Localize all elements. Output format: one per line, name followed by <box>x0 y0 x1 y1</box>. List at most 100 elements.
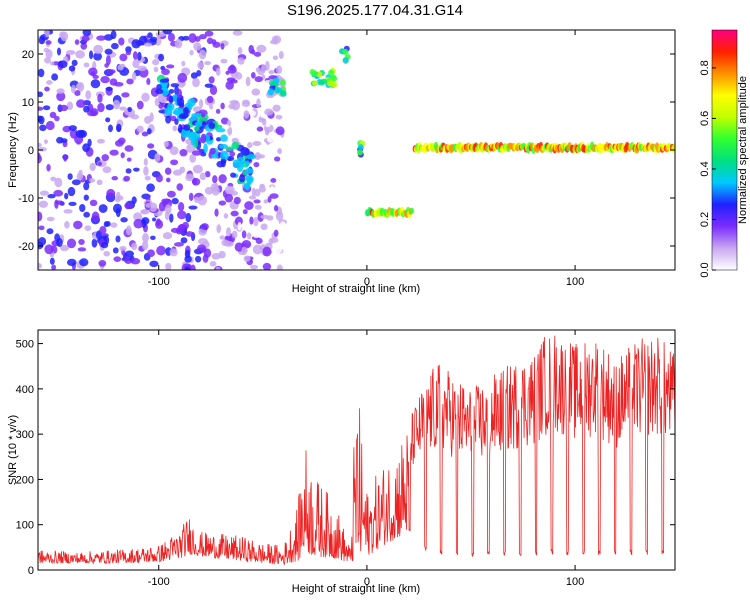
spectrogram-cell <box>49 257 55 265</box>
spectrogram-cell <box>44 30 50 38</box>
spectrogram-cell <box>98 260 107 267</box>
colorbar-tick-label: 0.6 <box>699 111 711 126</box>
spectrogram-cell <box>73 220 83 230</box>
spectrogram-cell <box>190 264 196 270</box>
spectrogram-cell <box>50 176 57 182</box>
spectrogram-cell <box>260 223 268 231</box>
spectrogram-cell <box>102 166 112 174</box>
spectrogram-cell <box>253 216 259 227</box>
spectrogram-cell <box>254 188 261 197</box>
spectrogram-cell <box>204 61 212 66</box>
spectrogram-cell <box>104 63 109 68</box>
spectrogram-cell <box>215 266 221 270</box>
spectrogram-cell <box>188 205 198 210</box>
spectrogram-cell <box>174 118 179 125</box>
spectrogram-cell <box>180 237 188 244</box>
spectrogram-cell <box>240 140 248 147</box>
spectrogram-cell <box>131 39 141 49</box>
spectrogram-cell <box>164 107 173 116</box>
spectrogram-cell <box>83 194 89 201</box>
spectrogram-cell <box>66 258 77 267</box>
spectrogram-cell <box>231 230 238 239</box>
spectrogram-cell <box>145 202 153 208</box>
spectrogram-cell <box>193 126 200 132</box>
spectrogram-cell <box>177 72 188 83</box>
spectrogram-cell <box>38 91 44 98</box>
snr-ytick-label: 200 <box>16 474 34 486</box>
spectrogram-cell <box>243 183 249 190</box>
spectrogram-cell <box>161 87 170 97</box>
spectrogram-cell <box>80 42 88 50</box>
spectrogram-cell <box>220 124 230 130</box>
spectrogram-cell <box>245 160 250 167</box>
spectrogram-cell <box>215 128 226 133</box>
spectrogram-cell <box>280 79 287 86</box>
spectrogram-cell <box>269 47 277 53</box>
spectrogram-cell <box>105 117 111 123</box>
spectrogram-cell <box>152 217 157 222</box>
spectrogram-cell <box>203 143 208 154</box>
spectrogram-cell <box>125 51 132 56</box>
spectrogram-cell <box>208 122 216 130</box>
spectrogram-cell <box>133 218 144 229</box>
spectrogram-cell <box>63 209 73 214</box>
spectrogram-cell <box>38 115 45 125</box>
spectrogram-cell <box>221 239 230 247</box>
spectrogram-cell <box>198 98 204 109</box>
spectrogram-cell <box>167 190 176 198</box>
spectrogram-cell <box>164 204 172 215</box>
spectrogram-cell <box>229 99 239 105</box>
spectrogram-cell <box>96 179 103 186</box>
spectrogram-cell <box>38 200 49 208</box>
spectrogram-cell <box>267 88 274 95</box>
spectrogram-xlabel: Height of straight line (km) <box>292 283 420 295</box>
spectrogram-cell <box>233 196 241 205</box>
spectrogram-cell <box>130 114 140 120</box>
spectrogram-cell <box>117 64 124 71</box>
spectrogram-cell <box>155 31 166 38</box>
spectrogram-cell <box>152 59 160 66</box>
spectrogram-cell <box>82 143 90 153</box>
spectrogram-cell <box>224 193 234 203</box>
spectrogram-cell <box>256 126 264 132</box>
spectrogram-cell <box>149 112 154 122</box>
snr-ytick-label: 100 <box>16 520 34 532</box>
spectrogram-cell <box>188 33 197 43</box>
spectrogram-cell <box>155 88 164 95</box>
spectrogram-cell <box>191 112 201 119</box>
spectrogram-cell <box>331 81 338 88</box>
spectrogram-cell <box>164 167 172 175</box>
spectrogram-cell <box>275 126 285 136</box>
spectrogram-cell <box>218 250 226 259</box>
spectrogram-cell <box>183 124 191 131</box>
spectrogram-cell <box>54 177 63 188</box>
spectrogram-cell <box>78 238 85 246</box>
spectrogram-cell <box>185 212 192 223</box>
spectrogram-cell <box>245 76 251 87</box>
spectrogram-cell <box>199 34 207 40</box>
spectrogram-cell <box>190 136 196 146</box>
spectrogram-cell <box>161 198 172 203</box>
spectrogram-cell <box>109 149 119 156</box>
spectrogram-cell <box>56 88 65 94</box>
spectrogram-cell <box>59 104 69 112</box>
spectrogram-cell <box>206 37 214 45</box>
spectrogram-cell <box>220 102 225 110</box>
spectrogram-cell <box>237 47 243 55</box>
spectrogram-cell <box>156 83 162 90</box>
spectrogram-cell <box>38 154 42 164</box>
spectrogram-cell <box>182 35 190 41</box>
spectrogram-cell <box>225 146 235 151</box>
colorbar-tick-label: 0.4 <box>699 161 711 176</box>
spectrogram-cell <box>115 197 121 203</box>
spectrogram-cell <box>212 175 218 184</box>
spectrogram-cell <box>93 52 103 61</box>
spectrogram-cell <box>264 127 270 136</box>
spectrogram-cell <box>342 57 349 64</box>
spectrogram-cell <box>218 200 227 206</box>
spectrogram-cell <box>124 250 135 258</box>
spectrogram-cell <box>50 61 55 66</box>
spectrogram-cell <box>83 182 90 191</box>
spectrogram-cell <box>113 256 122 262</box>
